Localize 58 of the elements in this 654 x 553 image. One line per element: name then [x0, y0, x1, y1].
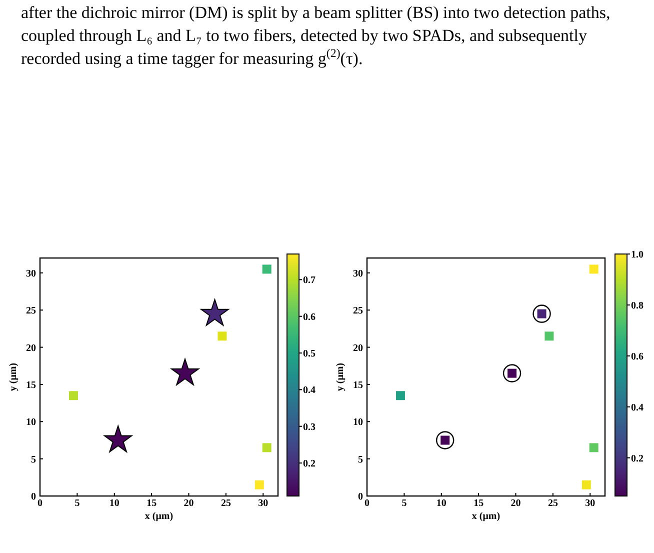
text: recorded using a time tagger for measuring g$^{(2)}$(τ). — [21, 46, 363, 68]
y-tick-label: 15 — [353, 380, 363, 391]
point — [104, 425, 132, 452]
point — [262, 264, 272, 274]
y-tick-label: 30 — [353, 268, 363, 280]
x-tick-label: 5 — [402, 498, 407, 509]
color-bar-label: 1.0 — [631, 250, 644, 260]
x-tick-label: 5 — [74, 498, 80, 509]
y-tick-label: 5 — [31, 454, 36, 466]
x-tick-label: 30 — [585, 498, 596, 509]
x-tick-label: 20 — [510, 498, 521, 509]
y-tick-label: 10 — [26, 417, 36, 428]
y-tick-label: 15 — [26, 380, 36, 391]
x-axis-title: x (μm) — [144, 511, 174, 522]
color-bar-label: 0.2 — [303, 458, 316, 470]
x-tick-label: 20 — [184, 498, 194, 509]
color-bar-label: 0.4 — [631, 402, 644, 414]
y-axis-title: y (μm) — [8, 362, 19, 392]
x-tick-label: 30 — [258, 498, 268, 509]
color-bar-label: 0.7 — [303, 275, 316, 286]
color-bar-label: 0.8 — [631, 300, 644, 312]
x-tick-label: 15 — [146, 498, 157, 509]
point — [254, 480, 264, 490]
y-tick-label: 25 — [26, 306, 36, 317]
y-axis-title: y (μm) — [335, 362, 346, 392]
point — [218, 332, 227, 341]
y-tick-label: 25 — [353, 306, 363, 317]
color-bar-label: 0.4 — [303, 385, 316, 396]
point — [170, 358, 200, 386]
x-tick-label: 10 — [109, 498, 120, 509]
y-tick-label: 10 — [353, 417, 363, 428]
x-tick-label: 10 — [436, 498, 446, 509]
point — [436, 431, 454, 450]
point — [396, 391, 405, 400]
point — [582, 480, 591, 490]
color-bar-label: 0.2 — [631, 453, 644, 464]
x-tick-label: 15 — [474, 498, 484, 509]
y-tick-label: 5 — [358, 454, 363, 466]
x-axis-title: x (μm) — [472, 511, 500, 522]
y-tick-label: 20 — [353, 342, 363, 354]
point — [262, 443, 272, 452]
y-tick-label: 20 — [26, 342, 36, 354]
text: after the dichroic mirror (DM) is split by a beam splitter (BS) into two detection paths, — [21, 3, 610, 22]
color-bar-label: 0.3 — [303, 422, 316, 433]
y-tick-label: 30 — [26, 268, 36, 280]
point — [532, 304, 551, 323]
point — [589, 264, 598, 274]
point — [200, 298, 229, 326]
x-tick-label: 25 — [220, 498, 231, 509]
color-bar-label: 0.5 — [303, 348, 316, 360]
color-bar-label: 0.6 — [631, 351, 644, 362]
x-tick-label: 25 — [548, 498, 558, 509]
point — [502, 364, 522, 382]
color-bar-label: 0.6 — [303, 312, 316, 323]
point — [589, 443, 598, 452]
text: coupled through L₆ and L₇ to two fibers, detected by two SPADs, and subsequently — [21, 26, 588, 45]
point — [544, 332, 554, 341]
point — [68, 391, 78, 400]
